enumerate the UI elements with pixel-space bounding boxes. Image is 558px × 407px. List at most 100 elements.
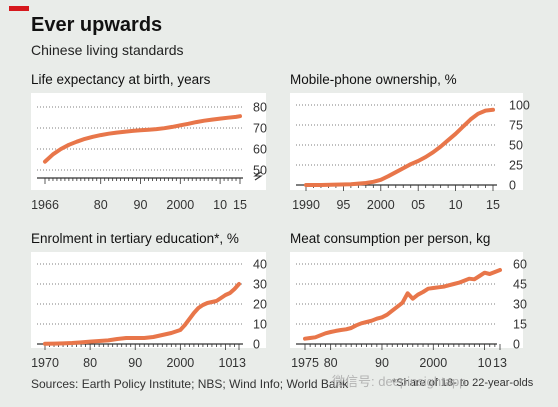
data-point-life-expectancy-11 xyxy=(131,129,134,133)
data-point-meat-consumption-23 xyxy=(421,290,425,294)
data-point-life-expectancy-3 xyxy=(67,143,71,146)
data-point-tertiary-education-24 xyxy=(219,296,223,300)
xtick-label-meat-consumption-0: 1975 xyxy=(291,356,319,370)
panel-title-mobile-phone: Mobile-phone ownership, % xyxy=(290,72,457,87)
data-point-mobile-phone-18 xyxy=(469,118,472,121)
data-point-mobile-phone-0 xyxy=(304,183,308,187)
data-point-meat-consumption-36 xyxy=(488,272,491,276)
data-point-mobile-phone-5 xyxy=(372,180,375,183)
xtick-label-life-expectancy-4: 10 xyxy=(213,198,227,212)
xtick-label-tertiary-education-4: 10 xyxy=(219,356,233,370)
data-point-life-expectancy-16 xyxy=(171,125,174,129)
panel-title-life-expectancy: Life expectancy at birth, years xyxy=(31,72,211,87)
data-point-mobile-phone-3 xyxy=(349,183,353,186)
data-point-tertiary-education-20 xyxy=(201,303,205,307)
data-point-meat-consumption-13 xyxy=(370,319,373,322)
data-point-tertiary-education-2 xyxy=(61,342,65,345)
data-point-tertiary-education-11 xyxy=(143,336,146,340)
data-point-meat-consumption-15 xyxy=(380,316,384,319)
data-point-life-expectancy-8 xyxy=(107,132,110,135)
ytick-label-meat-consumption-2: 30 xyxy=(513,298,527,312)
data-point-mobile-phone-7 xyxy=(387,175,390,178)
ytick-label-tertiary-education-1: 30 xyxy=(253,278,267,292)
chart-title: Ever upwards xyxy=(31,14,163,36)
data-point-meat-consumption-21 xyxy=(411,297,414,300)
data-point-meat-consumption-29 xyxy=(452,282,455,286)
ytick-label-life-expectancy-3: 50 xyxy=(253,164,267,178)
data-point-mobile-phone-13 xyxy=(432,151,435,154)
data-point-tertiary-education-1 xyxy=(52,342,56,345)
data-point-meat-consumption-2 xyxy=(314,336,317,339)
data-point-mobile-phone-15 xyxy=(446,139,450,142)
data-point-life-expectancy-17 xyxy=(179,124,182,127)
data-point-meat-consumption-38 xyxy=(498,268,502,272)
xtick-label-mobile-phone-5: 15 xyxy=(486,198,500,212)
xtick-label-mobile-phone-2: 2000 xyxy=(367,198,395,212)
data-point-tertiary-education-17 xyxy=(188,317,191,321)
data-point-mobile-phone-4 xyxy=(364,181,367,185)
chart-subtitle: Chinese living standards xyxy=(31,42,184,58)
ytick-label-mobile-phone-0: 100 xyxy=(509,99,530,113)
data-point-life-expectancy-12 xyxy=(139,129,142,132)
data-point-meat-consumption-12 xyxy=(365,320,368,324)
xtick-label-meat-consumption-2: 90 xyxy=(375,356,389,370)
data-point-tertiary-education-8 xyxy=(116,337,119,341)
data-point-life-expectancy-5 xyxy=(83,137,87,141)
accent-bar xyxy=(9,6,29,11)
data-point-mobile-phone-2 xyxy=(334,183,338,186)
panel-title-meat-consumption: Meat consumption per person, kg xyxy=(290,231,491,246)
data-point-meat-consumption-24 xyxy=(427,287,430,290)
axis-break-icon xyxy=(253,171,263,181)
xtick-label-tertiary-education-2: 90 xyxy=(128,356,142,370)
data-point-tertiary-education-14 xyxy=(170,331,173,335)
data-point-mobile-phone-9 xyxy=(402,167,405,170)
ytick-label-meat-consumption-3: 15 xyxy=(513,318,527,332)
data-point-meat-consumption-35 xyxy=(483,271,486,274)
data-point-meat-consumption-9 xyxy=(350,326,353,330)
panel-background-life-expectancy xyxy=(31,93,266,190)
data-point-tertiary-education-21 xyxy=(206,301,209,305)
data-point-meat-consumption-31 xyxy=(462,279,466,282)
xtick-label-mobile-phone-0: 1990 xyxy=(292,198,320,212)
data-point-mobile-phone-21 xyxy=(491,108,495,112)
xtick-label-life-expectancy-1: 80 xyxy=(94,198,108,212)
panel-background-mobile-phone xyxy=(290,93,523,190)
data-point-tertiary-education-12 xyxy=(152,335,155,339)
data-point-tertiary-education-22 xyxy=(210,300,214,304)
data-point-meat-consumption-19 xyxy=(401,301,404,304)
data-point-life-expectancy-25 xyxy=(238,115,242,118)
data-point-meat-consumption-1 xyxy=(308,336,312,340)
data-point-meat-consumption-5 xyxy=(329,330,332,334)
data-point-meat-consumption-0 xyxy=(303,337,307,340)
data-point-meat-consumption-17 xyxy=(391,309,394,312)
ytick-label-meat-consumption-0: 60 xyxy=(513,258,527,272)
data-line-life-expectancy xyxy=(43,114,242,164)
data-point-mobile-phone-14 xyxy=(439,145,442,148)
data-point-meat-consumption-26 xyxy=(437,286,440,289)
data-point-meat-consumption-33 xyxy=(473,278,476,281)
data-point-meat-consumption-10 xyxy=(355,324,358,327)
ytick-label-mobile-phone-3: 25 xyxy=(509,159,523,173)
data-point-meat-consumption-22 xyxy=(416,293,420,296)
data-point-mobile-phone-6 xyxy=(379,178,382,181)
data-point-life-expectancy-23 xyxy=(226,116,230,119)
data-point-tertiary-education-19 xyxy=(197,306,200,310)
ytick-label-life-expectancy-0: 80 xyxy=(253,101,267,115)
ytick-label-mobile-phone-4: 0 xyxy=(509,179,516,193)
ytick-label-tertiary-education-2: 20 xyxy=(253,298,267,312)
ytick-label-meat-consumption-1: 45 xyxy=(513,278,527,292)
footnote: *Share of 18- to 22-year-olds xyxy=(392,377,534,389)
data-point-life-expectancy-7 xyxy=(99,133,102,137)
data-point-mobile-phone-20 xyxy=(484,109,487,112)
data-point-life-expectancy-15 xyxy=(163,127,166,130)
xtick-label-tertiary-education-3: 2000 xyxy=(166,356,194,370)
data-point-meat-consumption-16 xyxy=(385,313,389,316)
data-point-meat-consumption-28 xyxy=(447,284,450,287)
xtick-label-meat-consumption-3: 2000 xyxy=(419,356,447,370)
data-point-meat-consumption-7 xyxy=(339,328,343,332)
ytick-label-life-expectancy-1: 70 xyxy=(253,122,267,136)
xtick-label-meat-consumption-4: 10 xyxy=(478,356,492,370)
xtick-label-mobile-phone-1: 95 xyxy=(336,198,350,212)
data-point-life-expectancy-24 xyxy=(234,115,238,119)
